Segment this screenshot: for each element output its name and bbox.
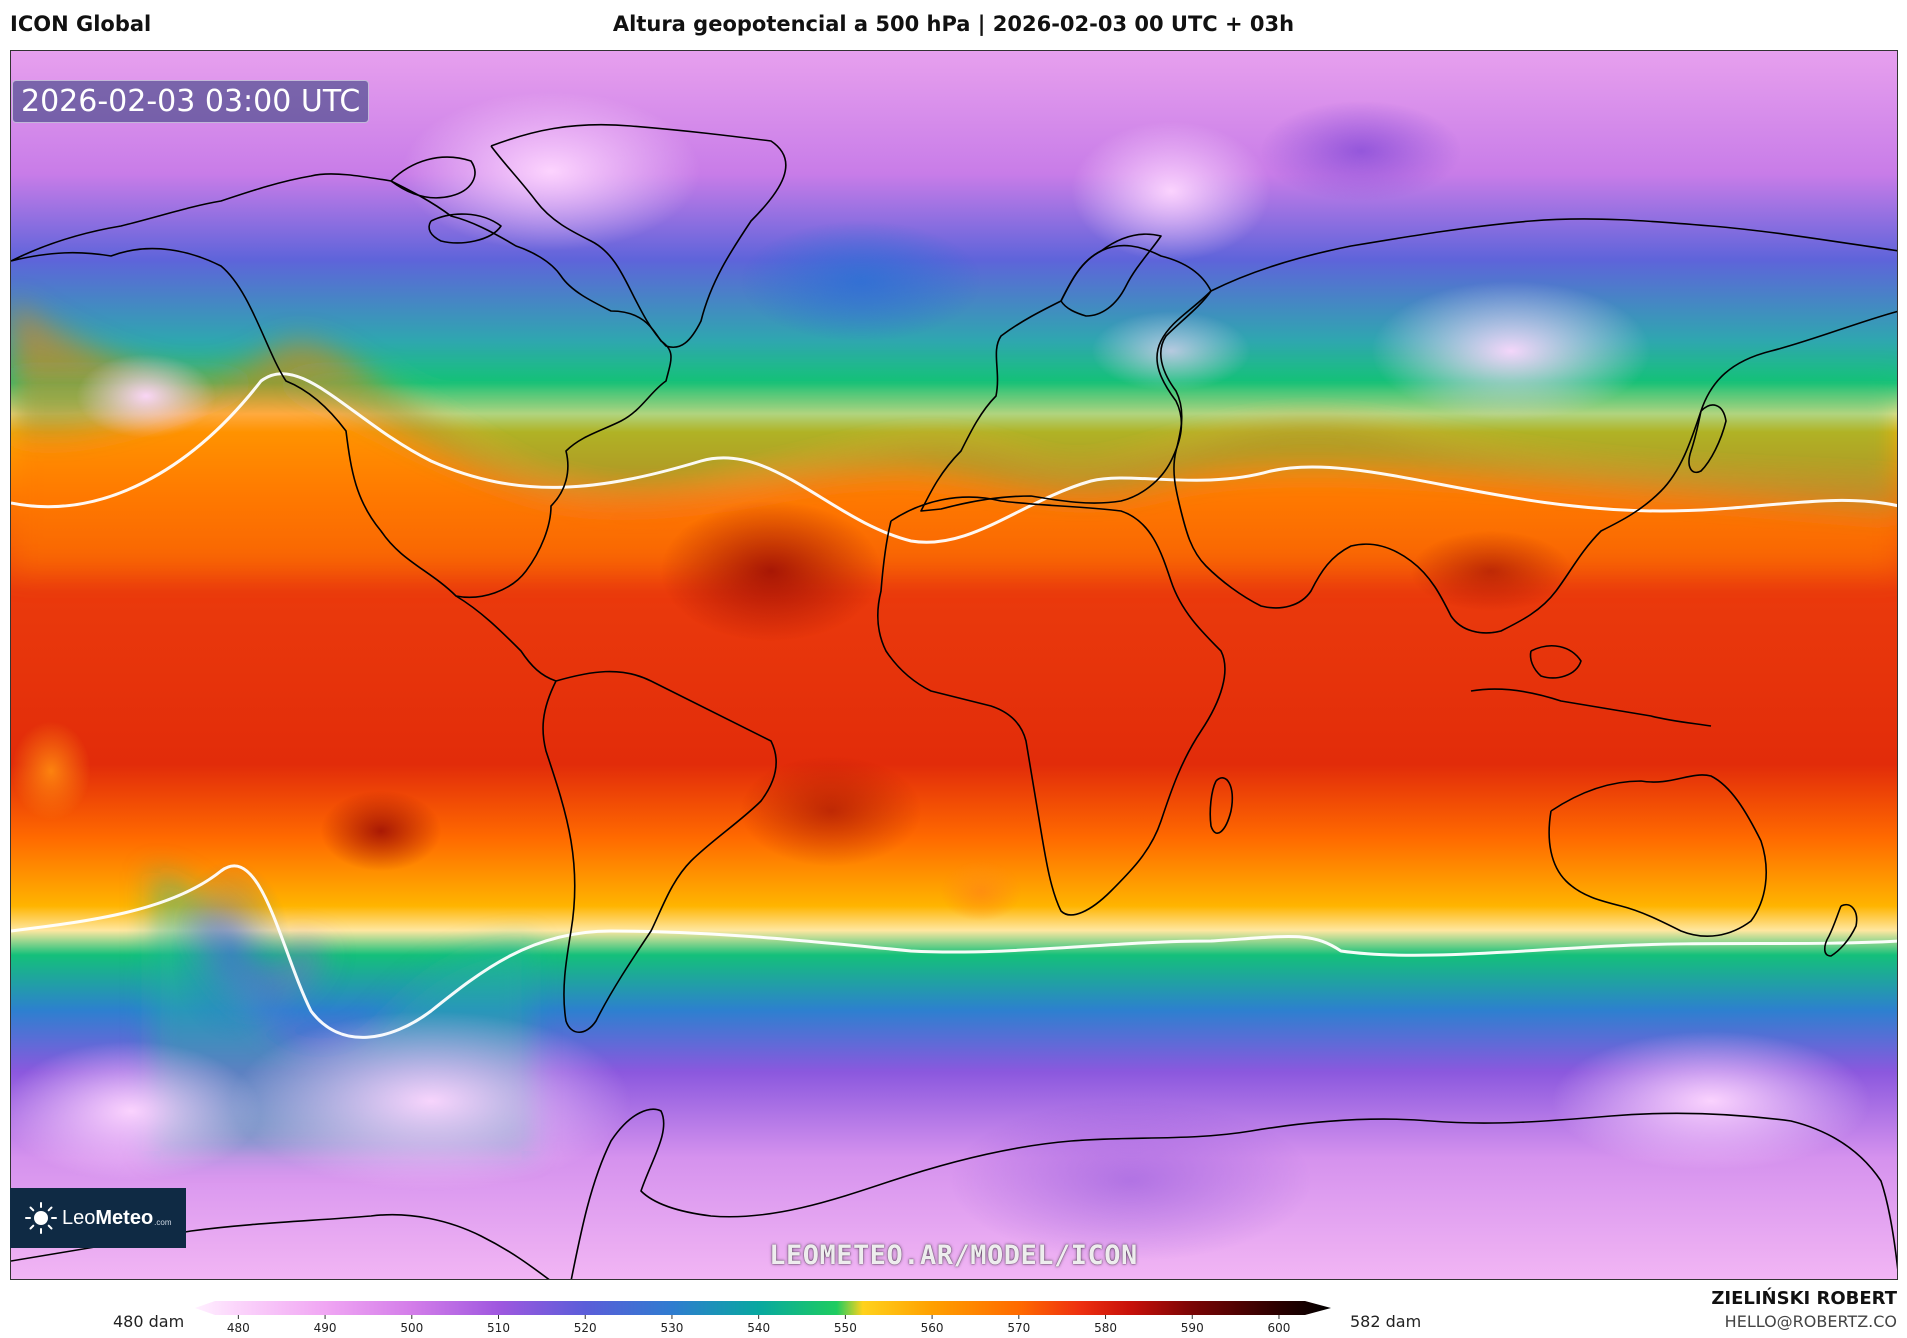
- japan-outline: [1688, 404, 1727, 473]
- colorbar-tick-label: 490: [314, 1321, 337, 1335]
- colorbar-tick-label: 600: [1268, 1321, 1291, 1335]
- colorbar-tick-label: 550: [834, 1321, 857, 1335]
- colorbar-tick-label: 570: [1007, 1321, 1030, 1335]
- borneo-outline: [1529, 645, 1582, 679]
- colorbar-tick-label: 510: [487, 1321, 510, 1335]
- greenland-outline: [490, 123, 787, 348]
- map-title: Altura geopotencial a 500 hPa | 2026-02-…: [612, 12, 1295, 36]
- logo-brand-bold: Meteo: [95, 1206, 154, 1229]
- madagascar-outline: [1209, 777, 1234, 834]
- leometeo-logo[interactable]: LeoMeteo .com: [10, 1188, 186, 1248]
- north-america-outline: [11, 173, 672, 599]
- colorbar-tick-label: 540: [747, 1321, 770, 1335]
- south-america-outline: [542, 670, 777, 1034]
- legend-max-label: 582 dam: [1350, 1312, 1422, 1331]
- colorbar-tick-label: 520: [574, 1321, 597, 1335]
- europe-outline: [920, 244, 1212, 512]
- color-legend: 480 dam 480 490 500 510 520 530 540 550 560 570 58…: [0, 1286, 1907, 1338]
- antarctica-outline: [570, 1108, 1897, 1279]
- colorbar: 480 490 500 510 520 530 540 550 560 570 580 590 600: [195, 1301, 1331, 1335]
- author-credit: ZIELIŃSKI ROBERT: [1711, 1288, 1897, 1309]
- header: ICON Global Altura geopotencial a 500 hP…: [0, 0, 1907, 50]
- arctic-islands-outline: [390, 156, 502, 244]
- legend-min-label: 480 dam: [113, 1312, 185, 1331]
- central-america-outline: [455, 595, 557, 682]
- colorbar-tick-label: 530: [660, 1321, 683, 1335]
- sun-icon: [25, 1202, 57, 1234]
- valid-time-badge: 2026-02-03 03:00 UTC: [12, 80, 370, 123]
- colorbar-tick-label: 480: [227, 1321, 250, 1335]
- coastlines: [11, 123, 1897, 1279]
- logo-suffix: .com: [154, 1217, 172, 1227]
- australia-outline: [1548, 774, 1767, 937]
- colorbar-ticks: 480 490 500 510 520 530 540 550 560 570 580 590 600: [227, 1315, 1291, 1335]
- asia-outline: [1160, 218, 1897, 634]
- logo-brand-light: Leo: [62, 1206, 96, 1229]
- new-zealand-outline: [1823, 904, 1858, 957]
- colorbar-ramp: [195, 1301, 1331, 1315]
- scandinavia-outline: [1060, 233, 1162, 317]
- logo-wordmark: LeoMeteo: [62, 1207, 153, 1230]
- author-contact[interactable]: HELLO@ROBERTZ.CO: [1724, 1312, 1897, 1331]
- africa-outline: [876, 496, 1226, 916]
- model-url-watermark: LEOMETEO.AR/MODEL/ICON: [769, 1240, 1138, 1271]
- colorbar-tick-label: 590: [1181, 1321, 1204, 1335]
- geopotential-map[interactable]: [11, 51, 1898, 1280]
- indonesia-outline: [1470, 688, 1712, 727]
- model-name: ICON Global: [10, 12, 152, 36]
- colorbar-tick-label: 580: [1094, 1321, 1117, 1335]
- map-panel[interactable]: [10, 50, 1898, 1280]
- colorbar-tick-label: 500: [400, 1321, 423, 1335]
- colorbar-tick-label: 560: [921, 1321, 944, 1335]
